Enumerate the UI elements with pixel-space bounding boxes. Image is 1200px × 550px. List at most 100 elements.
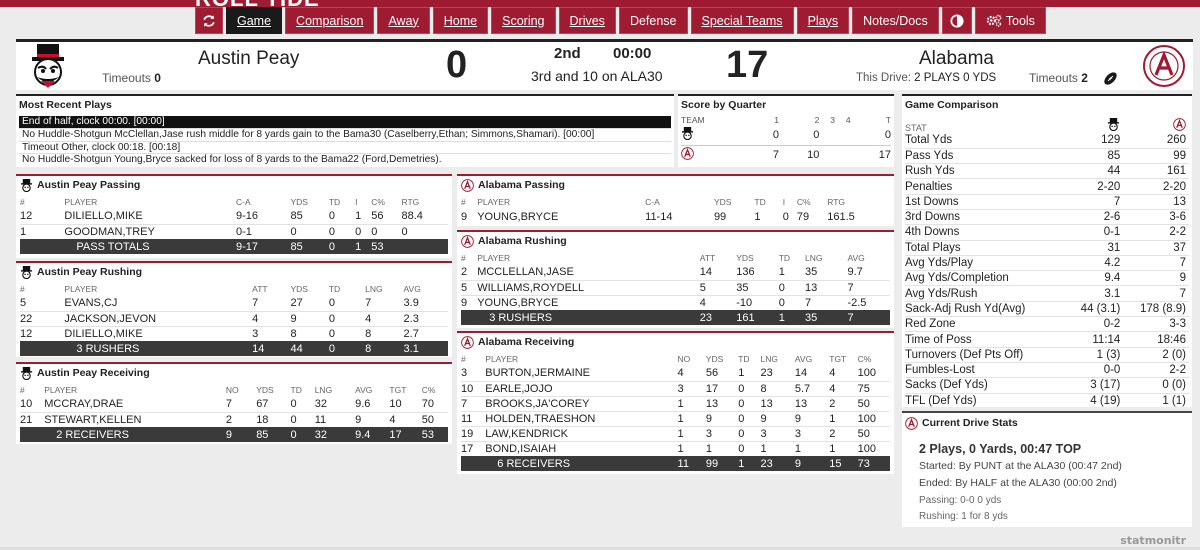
col-stat: STAT (905, 123, 927, 133)
stat-cell: 8 (365, 325, 404, 341)
stat-cell: 99 (713, 210, 727, 223)
football-possession-icon (1104, 72, 1117, 85)
column-header: C% (421, 385, 436, 395)
nav-notes-docs-label: Notes/Docs (863, 13, 928, 28)
stat-cell: 1 (355, 210, 362, 223)
away-value: 31 (1066, 239, 1124, 256)
stat-cell: 1 (677, 425, 706, 441)
nav-home[interactable]: Home (432, 7, 489, 34)
nav-scoring[interactable]: Scoring (491, 7, 556, 34)
stat-cell: 0 (738, 440, 761, 456)
stat-name: Red Zone (905, 316, 1067, 332)
stat-cell: 32 (314, 427, 356, 442)
score-by-quarter-title: Score by Quarter (681, 99, 767, 111)
stat-cell: 100 (857, 440, 890, 456)
play-item[interactable]: Timeout Other, clock 00:18. [00:18] (19, 140, 671, 153)
stat-cell: STEWART,KELLEN (44, 411, 226, 427)
alabama-receiving-panel: Alabama Receiving # PLAYER NO YDS TD LNG AVG TG… (457, 331, 894, 474)
column-header: PLAYER (485, 354, 519, 364)
score-total: 17 (878, 149, 891, 162)
table-row: 3rd Downs 2-6 3-6 (905, 208, 1189, 225)
stat-cell: 35 (804, 310, 848, 325)
stat-name: Penalties (905, 178, 1067, 195)
total-row: 3 RUSHERS 14 44 0 8 3.1 (20, 341, 448, 356)
column-header: ATT (699, 253, 716, 263)
scoreboard: Austin Peay Timeouts 0 0 2nd 00:00 3rd a… (16, 39, 1193, 90)
play-item[interactable]: End of half, clock 00:00. [00:00] (19, 116, 671, 129)
stat-cell (20, 341, 65, 356)
nav-plays[interactable]: Plays (796, 7, 850, 34)
nav-special-teams[interactable]: Special Teams (690, 7, 794, 34)
nav-game[interactable]: Game (226, 7, 283, 34)
stat-cell: 3 (461, 367, 468, 380)
nav-away[interactable]: Away (377, 7, 430, 34)
refresh-button[interactable] (195, 7, 223, 34)
table-row: 7 10 17 (681, 145, 891, 165)
away-value: 1 (3) (1066, 346, 1124, 363)
austin-peay-logo (20, 178, 33, 192)
away-timeouts-label: Timeouts (102, 71, 151, 85)
table-row: 5 EVANS,CJ 7 27 0 7 3.9 (20, 296, 448, 311)
nav-notes-docs[interactable]: Notes/Docs (852, 7, 939, 34)
col-total: T (885, 114, 891, 125)
score-total: 0 (850, 125, 891, 146)
total-row: PASS TOTALS 9-17 85 0 1 53 (20, 239, 448, 254)
table-row: Time of Poss 11:14 18:46 (905, 331, 1189, 348)
home-value: 2 (0) (1123, 346, 1189, 363)
stat-cell: 23 (760, 456, 795, 471)
stat-cell: BURTON,JERMAINE (485, 367, 591, 380)
stat-name: Avg Yds/Rush (905, 285, 1067, 302)
column-header: NO (225, 385, 239, 395)
stat-cell: YOUNG,BRYCE (477, 294, 700, 310)
play-item[interactable]: No Huddle-Shotgun Young,Bryce sacked for… (19, 153, 671, 165)
home-value: 0 (0) (1123, 377, 1189, 394)
stat-cell: 7 (847, 279, 890, 295)
column-header: RTG (401, 197, 420, 207)
theme-toggle-button[interactable] (941, 7, 972, 34)
stat-cell: 14 (252, 341, 291, 356)
banner-title: ROLL TIDE (195, 0, 320, 12)
stat-name: Total Yds (905, 134, 953, 147)
stat-cell: 7 (461, 395, 486, 411)
panel-title: Austin Peay Rushing (37, 266, 143, 278)
stat-cell: WILLIAMS,ROYDELL (477, 279, 700, 295)
alabama-logo (461, 335, 474, 349)
stat-cell: 9 (760, 410, 795, 426)
stat-cell: 1 (760, 440, 795, 456)
away-value: 3 (17) (1066, 377, 1124, 394)
main-nav: Game Comparison Away Home Scoring Drives… (195, 7, 1046, 35)
score-cell (819, 145, 835, 165)
home-score: 17 (726, 44, 769, 86)
column-header: NO (677, 354, 691, 364)
play-item[interactable]: No Huddle-Shotgun McClellan,Jase rush mi… (19, 128, 671, 140)
stat-cell: 0 (290, 398, 297, 411)
home-value: 1 (1) (1123, 392, 1189, 409)
stat-cell: 3.9 (403, 297, 419, 310)
stat-cell: 0-1 (236, 223, 291, 239)
stat-cell: 9 (794, 456, 830, 471)
column-header: PLAYER (477, 197, 511, 207)
table-header: TEAM 1 2 3 4 T (681, 114, 891, 125)
column-header: AVG (355, 385, 373, 395)
stat-cell: 50 (857, 395, 890, 411)
stat-name: 3rd Downs (905, 208, 1067, 225)
nav-defense[interactable]: Defense (618, 7, 688, 34)
down-distance: 3rd and 10 on ALA30 (531, 68, 663, 84)
tools-button[interactable]: Tools (974, 7, 1046, 34)
score-cell (835, 145, 851, 165)
nav-drives[interactable]: Drives (558, 7, 616, 34)
nav-comparison[interactable]: Comparison (285, 7, 375, 34)
score-by-quarter-panel: Score by Quarter TEAM 1 2 3 4 T 0 0 0 7 … (678, 94, 894, 167)
stat-cell (461, 456, 486, 471)
stat-cell: EARLE,JOJO (485, 380, 678, 396)
column-header: TD (328, 197, 341, 207)
nav-drives-label: Drives (569, 13, 605, 28)
stat-cell: 1 (677, 395, 706, 411)
stat-cell (20, 239, 65, 254)
stat-cell: 35 (736, 279, 779, 295)
table-row: 22 JACKSON,JEVON 4 9 0 4 2.3 (20, 310, 448, 326)
stat-name: Sacks (Def Yds) (905, 377, 1067, 394)
column-header: ATT (252, 284, 268, 294)
table-header: # PLAYER ATT YDS TD LNG AVG (461, 251, 890, 265)
column-header: LNG (365, 284, 383, 294)
